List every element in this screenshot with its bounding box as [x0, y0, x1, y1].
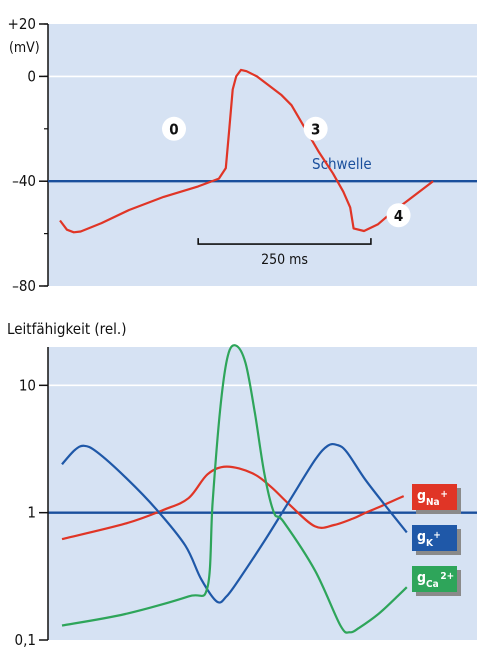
- time-scale-bar: [197, 238, 372, 245]
- potential-tick-label: –80: [12, 277, 36, 295]
- time-scale-label: 250 ms: [261, 252, 308, 268]
- action-potential-line: [59, 68, 434, 234]
- phase-marker: [386, 203, 411, 228]
- potential-tick-label: 0: [27, 67, 36, 85]
- conductance-title: Leitfähigkeit (rel.): [7, 320, 126, 338]
- legend-symbol: g: [417, 488, 426, 504]
- legend-symbol: g: [417, 570, 426, 586]
- legend-badge-ca: [412, 566, 457, 592]
- phase-marker: [162, 116, 186, 141]
- potential-y-unit: (mV): [9, 40, 40, 56]
- conductance-line-k: [61, 442, 408, 604]
- phase-label: 3: [311, 120, 320, 138]
- membrane-potential-chart: +20 0 –40 –80 (mV) Schwelle 0 3 4 250 ms: [8, 15, 477, 295]
- legend-badge-na: [412, 484, 457, 510]
- potential-tick-label: –40: [12, 172, 36, 190]
- conductance-tick-label: 10: [19, 376, 36, 394]
- phase-label: 0: [169, 120, 178, 138]
- legend-ion-charge: +: [440, 489, 448, 500]
- phase-label: 4: [394, 207, 403, 225]
- conductance-tick-label: 1: [27, 504, 36, 522]
- legend-ion-charge: 2+: [440, 571, 454, 582]
- legend-ion-name: Ca: [426, 579, 439, 590]
- conductance-line-ca: [61, 344, 408, 634]
- potential-tick-label: +20: [8, 15, 36, 33]
- legend-symbol: g: [417, 529, 426, 545]
- legend-badge-k: [412, 525, 457, 551]
- legend-ion-name: K: [426, 538, 434, 549]
- conductance-line-na: [61, 465, 405, 541]
- potential-plot-area: [48, 24, 477, 286]
- conductance-plot-area: [48, 347, 477, 640]
- legend-ion-name: Na: [426, 497, 440, 508]
- legend-ion-charge: +: [433, 530, 441, 541]
- phase-marker: [303, 116, 328, 141]
- conductance-tick-label: 0,1: [15, 631, 36, 649]
- threshold-label: Schwelle: [312, 155, 372, 173]
